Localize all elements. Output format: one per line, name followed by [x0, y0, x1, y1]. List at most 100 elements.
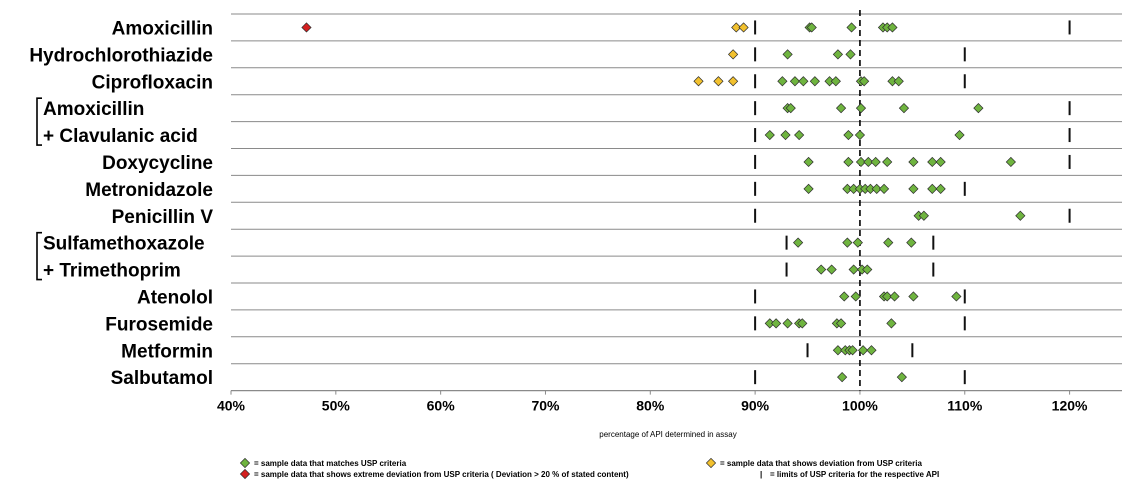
- deviation-point: [731, 22, 742, 33]
- match-point: [785, 103, 796, 114]
- usp-limit-marker: [754, 101, 757, 116]
- x-tick-label: 80%: [636, 398, 665, 414]
- match-point: [927, 183, 938, 194]
- match-point: [882, 156, 893, 168]
- match-point: [837, 372, 848, 383]
- match-point: [843, 156, 854, 168]
- usp-limit-markers: [754, 20, 1071, 385]
- x-tick-label: 120%: [1052, 398, 1088, 414]
- match-point: [908, 291, 919, 302]
- deviation-point: [693, 76, 704, 87]
- match-point: [850, 291, 861, 302]
- usp-limit-marker: [932, 235, 935, 250]
- match-point: [843, 129, 854, 141]
- x-tick-label: 40%: [217, 398, 246, 414]
- match-point: [882, 291, 893, 302]
- row-label: Amoxicillin: [43, 99, 144, 120]
- match-point: [832, 345, 844, 356]
- x-axis-ticks: 40% 50% 60% 70% 80% 90% 100% 110% 120%: [217, 390, 1088, 414]
- match-point: [846, 22, 857, 33]
- usp-limit-marker: [754, 47, 757, 62]
- deviation-point: [728, 49, 739, 60]
- legend-yellow-label: = sample data that shows deviation from …: [720, 459, 922, 468]
- match-point: [855, 156, 867, 168]
- match-point: [803, 156, 814, 168]
- match-point: [883, 237, 894, 248]
- match-point: [782, 318, 793, 329]
- legend-green-icon: [239, 457, 251, 469]
- x-tick-label: 110%: [947, 398, 983, 414]
- row-labels: Amoxicillin Hydrochlorothiazide Ciprofloxa…: [29, 18, 213, 389]
- row-label: Hydrochlorothiazide: [29, 45, 213, 66]
- usp-limit-marker: [1068, 101, 1071, 116]
- match-point: [848, 264, 859, 275]
- match-point: [896, 372, 907, 383]
- match-point: [835, 318, 847, 329]
- match-point: [845, 49, 856, 60]
- match-point: [1015, 210, 1026, 221]
- deviation-point: [738, 22, 749, 33]
- match-point: [870, 156, 881, 168]
- legend-limit-label: = limits of USP criteria for the respect…: [770, 470, 939, 479]
- usp-limit-marker: [963, 74, 966, 89]
- match-point: [886, 318, 897, 329]
- match-point: [809, 76, 820, 87]
- match-point: [954, 129, 965, 141]
- legend-limit-icon: |: [760, 470, 762, 479]
- row-label: Ciprofloxacin: [92, 72, 213, 93]
- match-point: [764, 129, 775, 141]
- usp-limit-marker: [785, 235, 788, 250]
- match-point: [816, 264, 827, 275]
- extreme-deviation-point: [301, 22, 312, 33]
- match-point: [797, 318, 808, 329]
- usp-limit-marker: [963, 370, 966, 385]
- match-point: [863, 156, 874, 168]
- row-label: + Clavulanic acid: [43, 126, 198, 147]
- usp-limit-marker: [785, 262, 788, 277]
- match-point: [847, 345, 858, 356]
- usp-limit-marker: [932, 262, 935, 277]
- match-point: [839, 291, 850, 302]
- usp-limit-marker: [754, 289, 757, 304]
- match-point: [951, 291, 962, 302]
- row-label: Atenolol: [137, 287, 213, 308]
- usp-limit-marker: [754, 370, 757, 385]
- match-point: [918, 210, 929, 221]
- match-point: [973, 103, 984, 114]
- row-label: + Trimethoprim: [43, 261, 181, 282]
- x-tick-label: 60%: [427, 398, 456, 414]
- match-point: [927, 156, 938, 168]
- match-point: [935, 183, 946, 194]
- match-point: [898, 103, 910, 114]
- x-tick-label: 90%: [741, 398, 770, 414]
- match-point: [789, 76, 801, 87]
- row-label: Metronidazole: [85, 180, 213, 201]
- match-point: [857, 345, 869, 356]
- x-axis-label: percentage of API determined in assay: [599, 430, 736, 439]
- x-tick-label: 100%: [842, 398, 878, 414]
- usp-limit-marker: [806, 343, 809, 358]
- match-point: [887, 22, 898, 33]
- usp-limit-marker: [754, 181, 757, 196]
- match-point: [832, 49, 844, 60]
- usp-limit-marker: [754, 74, 757, 89]
- usp-limit-marker: [754, 316, 757, 331]
- usp-limit-marker: [963, 181, 966, 196]
- usp-limit-marker: [963, 316, 966, 331]
- match-point: [1005, 156, 1016, 168]
- match-point: [798, 76, 809, 87]
- match-point: [770, 318, 782, 329]
- match-point: [782, 49, 793, 60]
- row-label: Doxycycline: [102, 153, 213, 174]
- row-grid: [231, 13, 1122, 392]
- match-point: [826, 264, 837, 275]
- match-point: [859, 76, 870, 87]
- data-points: [301, 22, 1026, 383]
- deviation-point: [728, 76, 739, 87]
- usp-limit-marker: [1068, 208, 1071, 223]
- match-point: [871, 183, 882, 194]
- row-bracket: [36, 231, 42, 281]
- match-point: [794, 129, 805, 141]
- match-point: [862, 264, 873, 275]
- match-point: [806, 22, 817, 33]
